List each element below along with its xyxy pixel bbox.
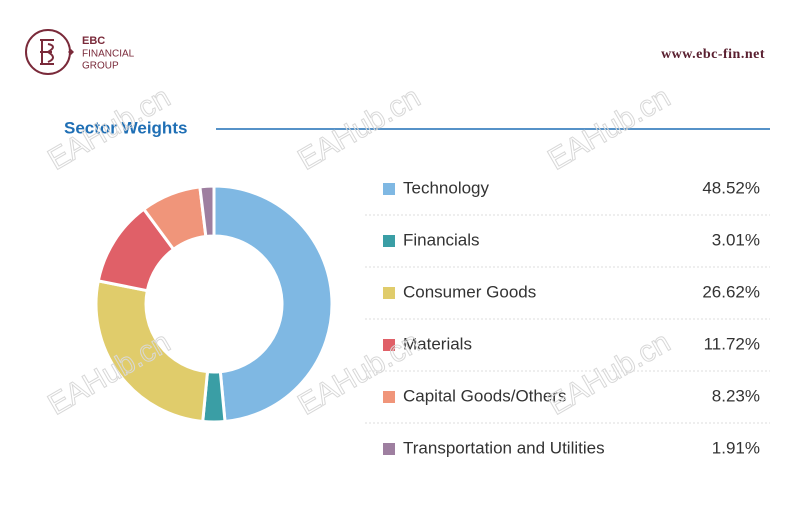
logo-mark xyxy=(40,39,54,65)
site-url: www.ebc-fin.net xyxy=(661,47,765,62)
legend-swatch xyxy=(383,339,395,351)
legend-swatch xyxy=(383,391,395,403)
logo-text: FINANCIAL xyxy=(82,49,135,60)
value-label: 1.91% xyxy=(712,438,760,457)
logo-text: GROUP xyxy=(82,61,119,72)
legend-label: Materials xyxy=(403,334,472,353)
watermark: EAHub.cn xyxy=(542,326,675,422)
value-label: 11.72% xyxy=(704,334,760,353)
logo: EBC FINANCIAL GROUP xyxy=(25,29,135,75)
donut-slice xyxy=(212,184,334,424)
legend-label: Capital Goods/Others xyxy=(403,386,566,405)
donut-slice xyxy=(198,184,216,239)
value-label: 3.01% xyxy=(712,230,760,249)
legend-swatch xyxy=(383,235,395,247)
logo-diamond xyxy=(68,49,74,55)
legend-label: Technology xyxy=(403,178,490,197)
legend-swatch xyxy=(383,183,395,195)
legend-swatch xyxy=(383,287,395,299)
donut-slice xyxy=(94,279,210,424)
logo-text: EBC xyxy=(82,35,105,47)
chart: Technology 48.52% Financials 3.01% Consumer … xyxy=(94,178,770,457)
value-label: 26.62% xyxy=(702,282,760,301)
legend-swatch xyxy=(383,443,395,455)
legend-label: Financials xyxy=(403,230,480,249)
value-label: 48.52% xyxy=(702,178,760,197)
legend-label: Transportation and Utilities xyxy=(403,438,605,457)
section-title: Sector Weights xyxy=(64,118,187,137)
value-label: 8.23% xyxy=(712,386,760,405)
legend-label: Consumer Goods xyxy=(403,282,536,301)
